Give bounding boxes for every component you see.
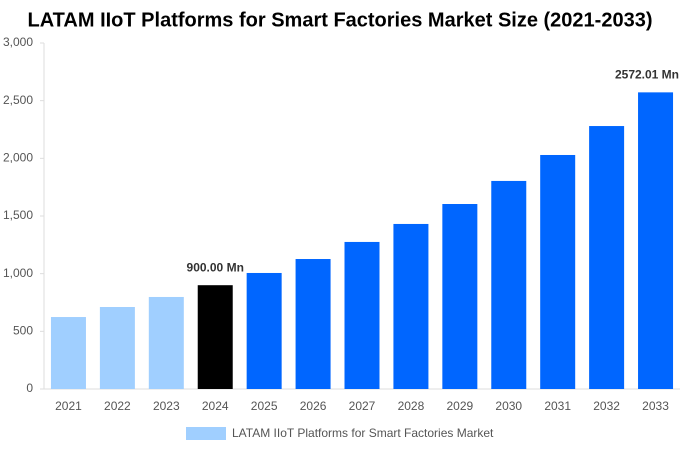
x-tick-label: 2030 [495, 399, 522, 413]
x-tick-label: 2023 [153, 399, 180, 413]
bar [442, 204, 478, 389]
bar [344, 241, 380, 389]
y-tick-label: 500 [13, 324, 33, 338]
y-tick-label: 1,000 [3, 266, 33, 280]
x-tick-label: 2032 [593, 399, 620, 413]
x-tick-label: 2026 [300, 399, 327, 413]
bar [99, 306, 135, 389]
bar [589, 126, 625, 389]
y-tick-label: 0 [26, 381, 33, 395]
legend-label: LATAM IIoT Platforms for Smart Factories… [232, 426, 494, 440]
bar [148, 296, 184, 389]
x-tick-label: 2025 [251, 399, 278, 413]
y-tick-label: 2,000 [3, 151, 33, 165]
x-tick-label: 2024 [202, 399, 229, 413]
bar [638, 92, 674, 389]
x-tick-label: 2022 [104, 399, 131, 413]
x-tick-label: 2027 [349, 399, 376, 413]
bar [50, 317, 86, 389]
chart-title: LATAM IIoT Platforms for Smart Factories… [28, 9, 653, 31]
y-tick-label: 2,500 [3, 93, 33, 107]
value-label: 2572.01 Mn [615, 68, 679, 82]
bar [197, 285, 233, 389]
value-label: 900.00 Mn [187, 260, 244, 274]
bar [540, 154, 576, 389]
bar [246, 272, 282, 389]
x-tick-label: 2028 [398, 399, 425, 413]
x-tick-label: 2033 [642, 399, 669, 413]
x-tick-label: 2031 [544, 399, 571, 413]
legend-swatch [186, 427, 226, 440]
x-tick-label: 2029 [446, 399, 473, 413]
bar [393, 223, 429, 389]
bar [491, 180, 527, 389]
y-tick-label: 3,000 [3, 35, 33, 49]
bar [295, 259, 331, 389]
x-tick-label: 2021 [55, 399, 82, 413]
y-tick-label: 1,500 [3, 208, 33, 222]
